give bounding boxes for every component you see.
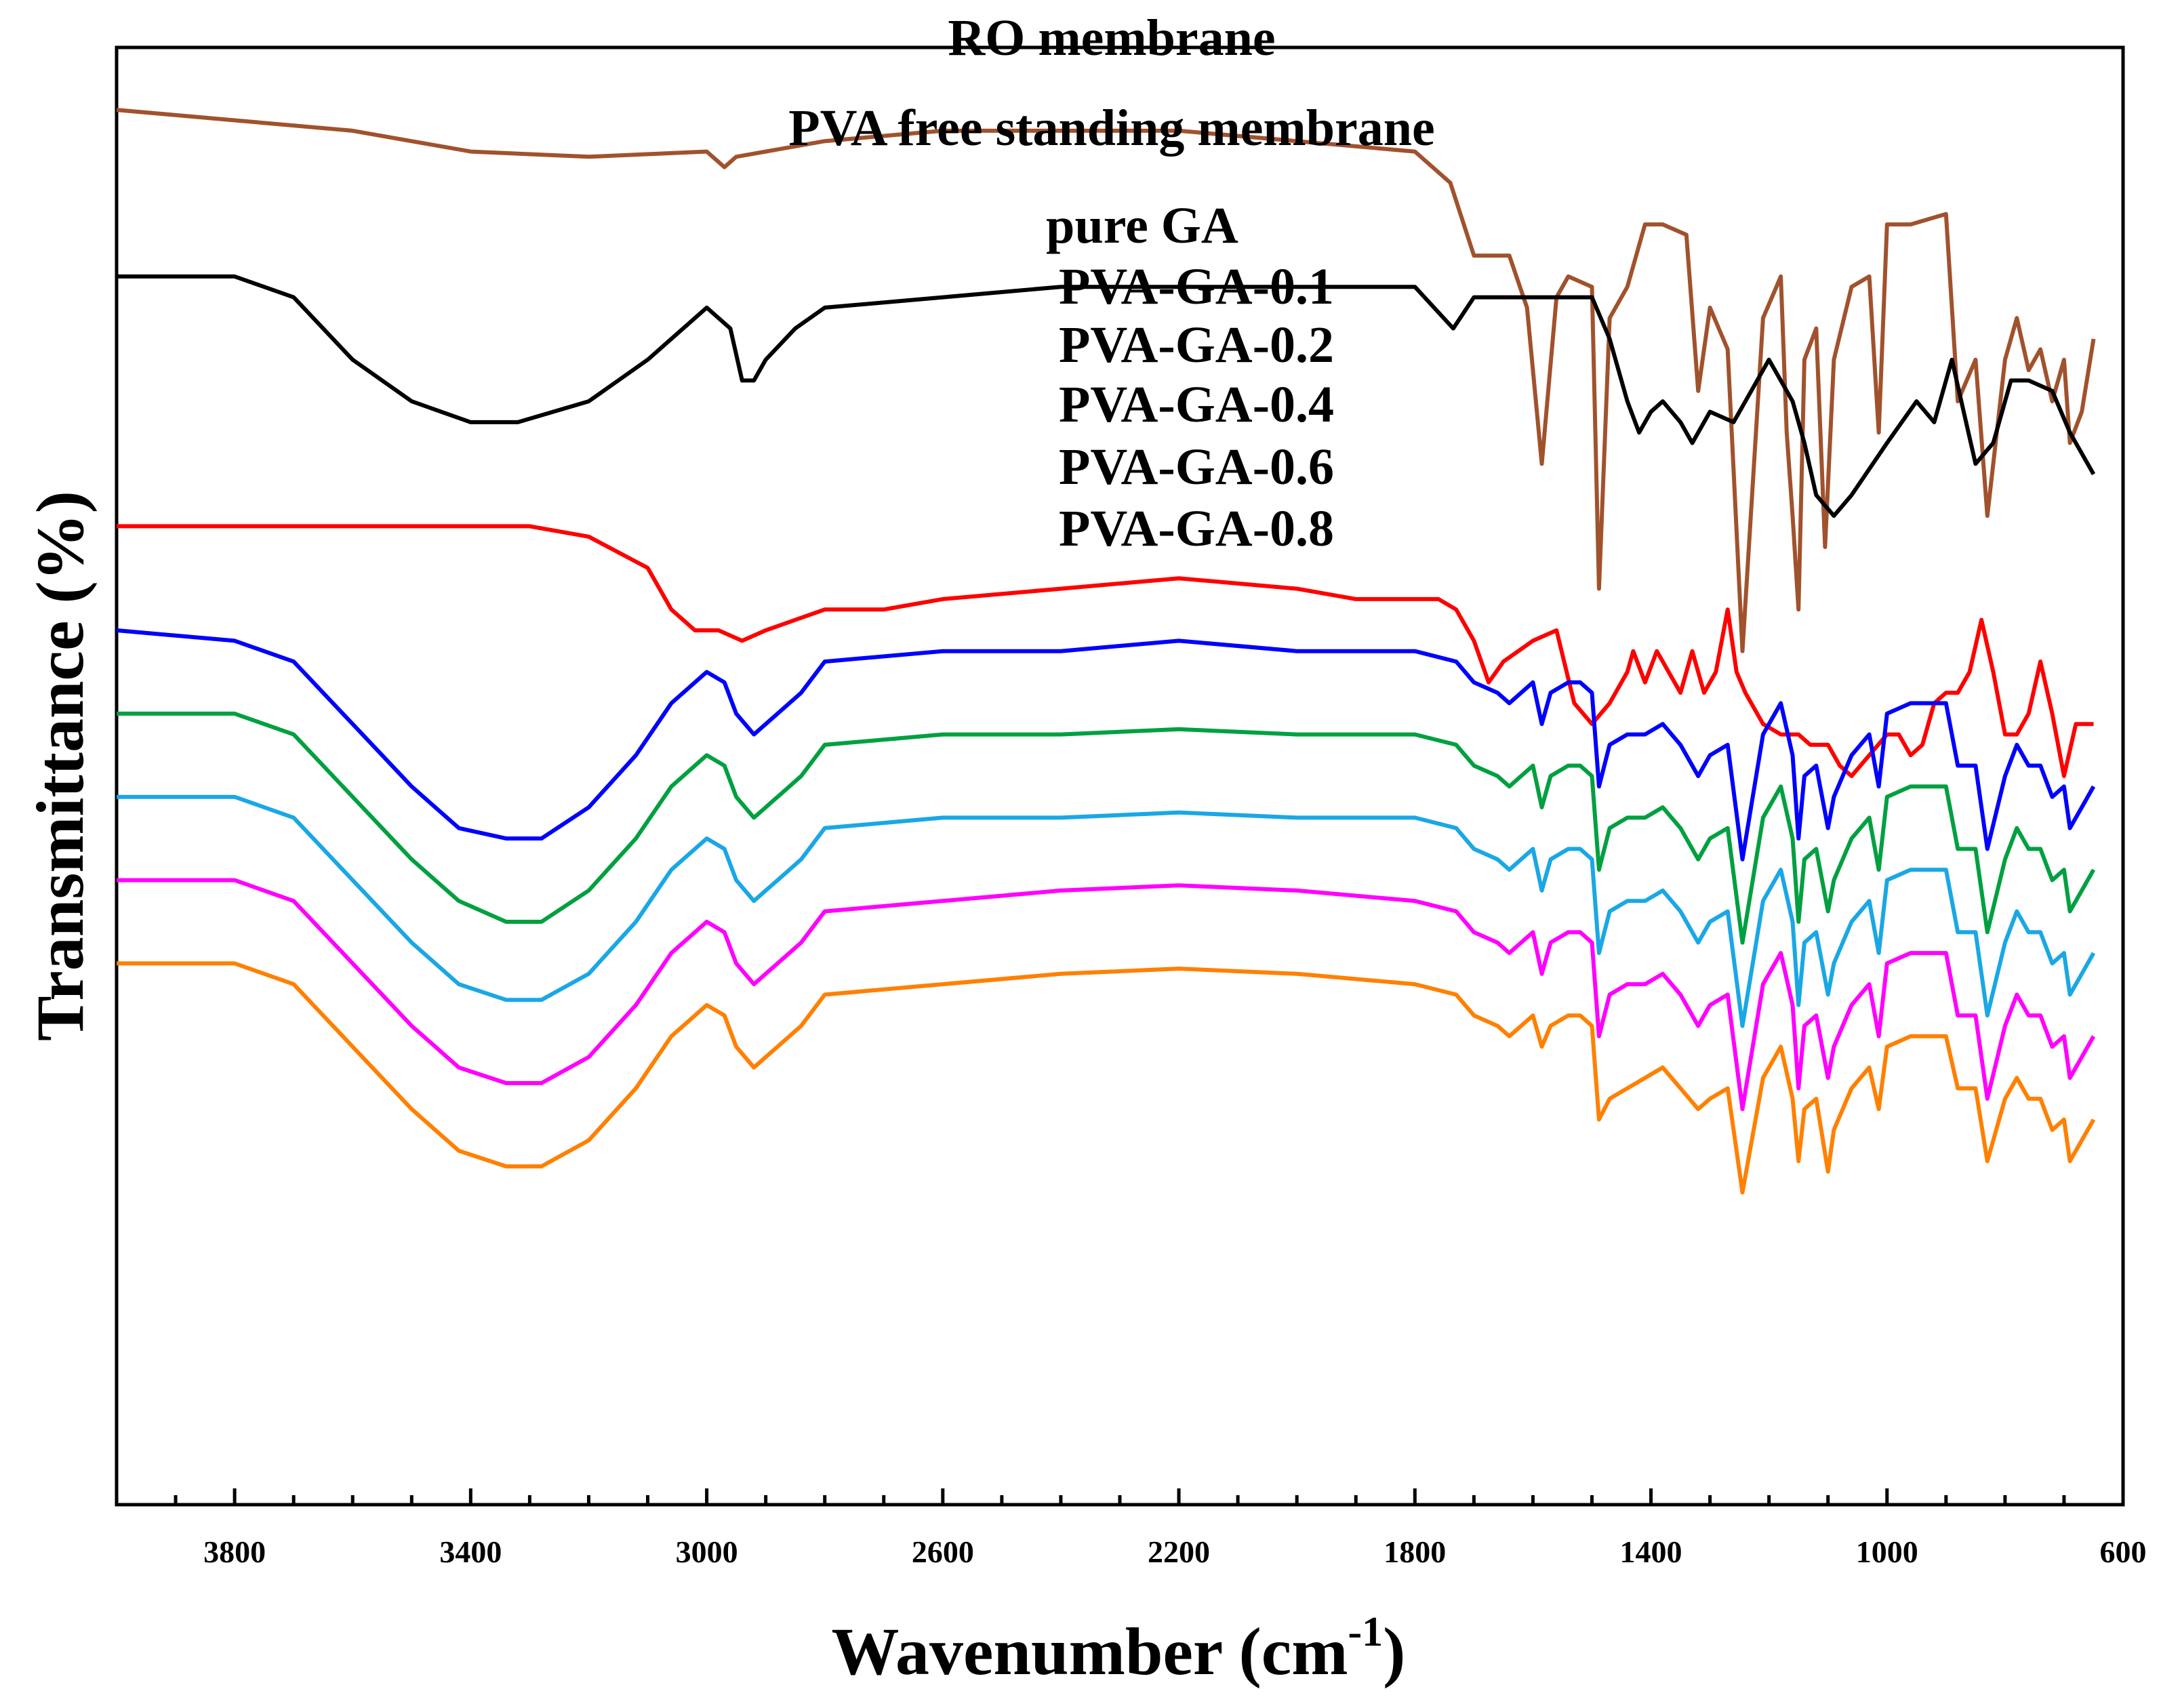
x-axis-ticks: [174, 1488, 2125, 1505]
series-line-4: [117, 711, 2096, 945]
series-label-3: PVA-GA-0.1: [1059, 258, 1334, 315]
x-tick-label: 1800: [1384, 1534, 1446, 1569]
x-axis-title: Wavenumber (cm-1): [832, 1609, 1406, 1689]
x-tick-label: 600: [2100, 1534, 2147, 1569]
x-tick-label: 2600: [912, 1534, 974, 1569]
series-label-4: PVA-GA-0.2: [1059, 317, 1334, 373]
y-axis-title: Transmittance (%): [22, 491, 98, 1041]
x-tick-label: 1400: [1620, 1534, 1682, 1569]
series-line-5: [117, 794, 2096, 1028]
series-label-7: PVA-GA-0.8: [1059, 500, 1334, 557]
x-axis-title-superscript: -1: [1348, 1609, 1384, 1655]
series-label-1: PVA free standing membrane: [788, 100, 1435, 157]
series-line-7: [117, 961, 2096, 1195]
x-tick-label: 3800: [203, 1534, 266, 1569]
series-line-1: [117, 274, 2096, 518]
series-line-2: [117, 524, 2094, 778]
series-label-5: PVA-GA-0.4: [1059, 376, 1334, 433]
series-labels: RO membrane PVA free standing membrane pur…: [788, 9, 1435, 557]
series-line-6: [117, 878, 2096, 1112]
series-label-2: pure GA: [1046, 197, 1238, 254]
x-tick-label: 3000: [676, 1534, 738, 1569]
x-axis-tick-labels: 3800 3400 3000 2600 2200 1800 1400 1000 600: [203, 1534, 2146, 1569]
series-line-3: [116, 628, 2096, 861]
series-line-0: [116, 108, 2096, 653]
x-tick-label: 3400: [439, 1534, 502, 1569]
series-label-6: PVA-GA-0.6: [1059, 439, 1334, 495]
spectra-curves: [116, 108, 2096, 1195]
x-tick-label: 2200: [1148, 1534, 1210, 1569]
x-axis-title-main: Wavenumber (cm: [832, 1614, 1348, 1689]
series-label-0: RO membrane: [948, 9, 1275, 66]
x-tick-label: 1000: [1856, 1534, 1918, 1569]
x-axis-title-close: ): [1383, 1614, 1405, 1689]
